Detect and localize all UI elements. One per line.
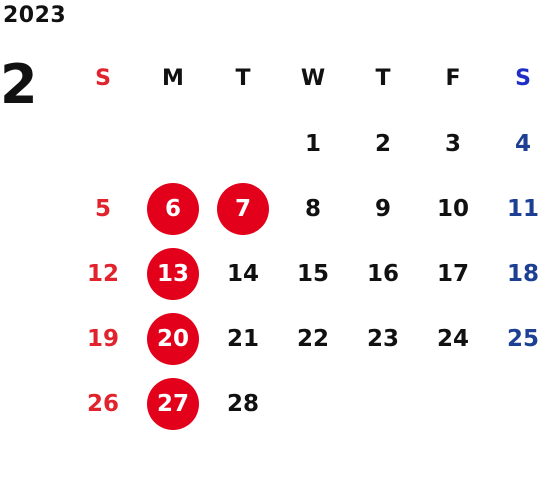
day-cell: 17 <box>418 241 488 306</box>
day-number: 19 <box>86 325 119 352</box>
day-cell: 25 <box>488 306 548 371</box>
day-cell: 5 <box>68 176 138 241</box>
highlighted-day-marker: 6 <box>147 182 199 235</box>
day-number: 11 <box>506 195 539 222</box>
day-number: 1 <box>304 130 321 157</box>
day-cell: 4 <box>488 111 548 176</box>
day-number: 23 <box>366 325 399 352</box>
empty-day-cell <box>418 371 488 436</box>
weekday-header-wednesday: W <box>300 66 326 91</box>
day-number: 18 <box>506 260 539 287</box>
day-number: 28 <box>226 390 259 417</box>
highlighted-day-marker: 13 <box>147 247 199 300</box>
day-number: 17 <box>436 260 469 287</box>
day-cell: 9 <box>348 176 418 241</box>
day-cell: 16 <box>348 241 418 306</box>
day-number: 8 <box>304 195 321 222</box>
weekday-header-thursday: T <box>375 66 391 91</box>
day-number: 12 <box>86 260 119 287</box>
day-cell-highlighted: 6 <box>138 176 208 241</box>
highlighted-day-marker: 27 <box>147 377 199 430</box>
day-cell: 11 <box>488 176 548 241</box>
day-cell: 3 <box>418 111 488 176</box>
day-number: 25 <box>506 325 539 352</box>
weekday-header-monday: M <box>162 66 184 91</box>
day-cell: 23 <box>348 306 418 371</box>
day-cell: 12 <box>68 241 138 306</box>
empty-day-cell <box>348 371 418 436</box>
year-label: 2023 <box>3 3 67 28</box>
day-number: 5 <box>94 195 111 222</box>
day-number: 9 <box>374 195 391 222</box>
day-number: 4 <box>514 130 531 157</box>
day-number: 10 <box>436 195 469 222</box>
day-cell: 8 <box>278 176 348 241</box>
month-number: 2 <box>0 53 38 116</box>
day-number: 16 <box>366 260 399 287</box>
day-number: 26 <box>86 390 119 417</box>
day-number: 22 <box>296 325 329 352</box>
day-cell: 1 <box>278 111 348 176</box>
empty-day-cell <box>138 111 208 176</box>
empty-day-cell <box>488 371 548 436</box>
day-cell-highlighted: 20 <box>138 306 208 371</box>
day-cell: 14 <box>208 241 278 306</box>
day-cell: 26 <box>68 371 138 436</box>
day-cell-highlighted: 27 <box>138 371 208 436</box>
weekday-header-saturday: S <box>515 66 531 91</box>
day-cell: 24 <box>418 306 488 371</box>
empty-day-cell <box>278 371 348 436</box>
weekday-header-friday: F <box>445 66 461 91</box>
calendar-grid: S M T W T F S 1 2 3 4 5 6 7 8 9 10 11 12… <box>68 46 548 436</box>
day-number: 3 <box>444 130 461 157</box>
highlighted-day-marker: 20 <box>147 312 199 365</box>
day-number: 14 <box>226 260 259 287</box>
highlighted-day-marker: 7 <box>217 182 269 235</box>
day-cell: 28 <box>208 371 278 436</box>
day-number: 21 <box>226 325 259 352</box>
day-cell: 21 <box>208 306 278 371</box>
weekday-header-sunday: S <box>95 66 111 91</box>
day-number: 15 <box>296 260 329 287</box>
day-number: 24 <box>436 325 469 352</box>
day-cell: 15 <box>278 241 348 306</box>
day-number: 2 <box>374 130 391 157</box>
day-cell-highlighted: 13 <box>138 241 208 306</box>
weekday-header-tuesday: T <box>235 66 251 91</box>
day-cell: 22 <box>278 306 348 371</box>
day-cell: 10 <box>418 176 488 241</box>
empty-day-cell <box>208 111 278 176</box>
empty-day-cell <box>68 111 138 176</box>
day-cell-highlighted: 7 <box>208 176 278 241</box>
day-cell: 18 <box>488 241 548 306</box>
day-cell: 19 <box>68 306 138 371</box>
day-cell: 2 <box>348 111 418 176</box>
